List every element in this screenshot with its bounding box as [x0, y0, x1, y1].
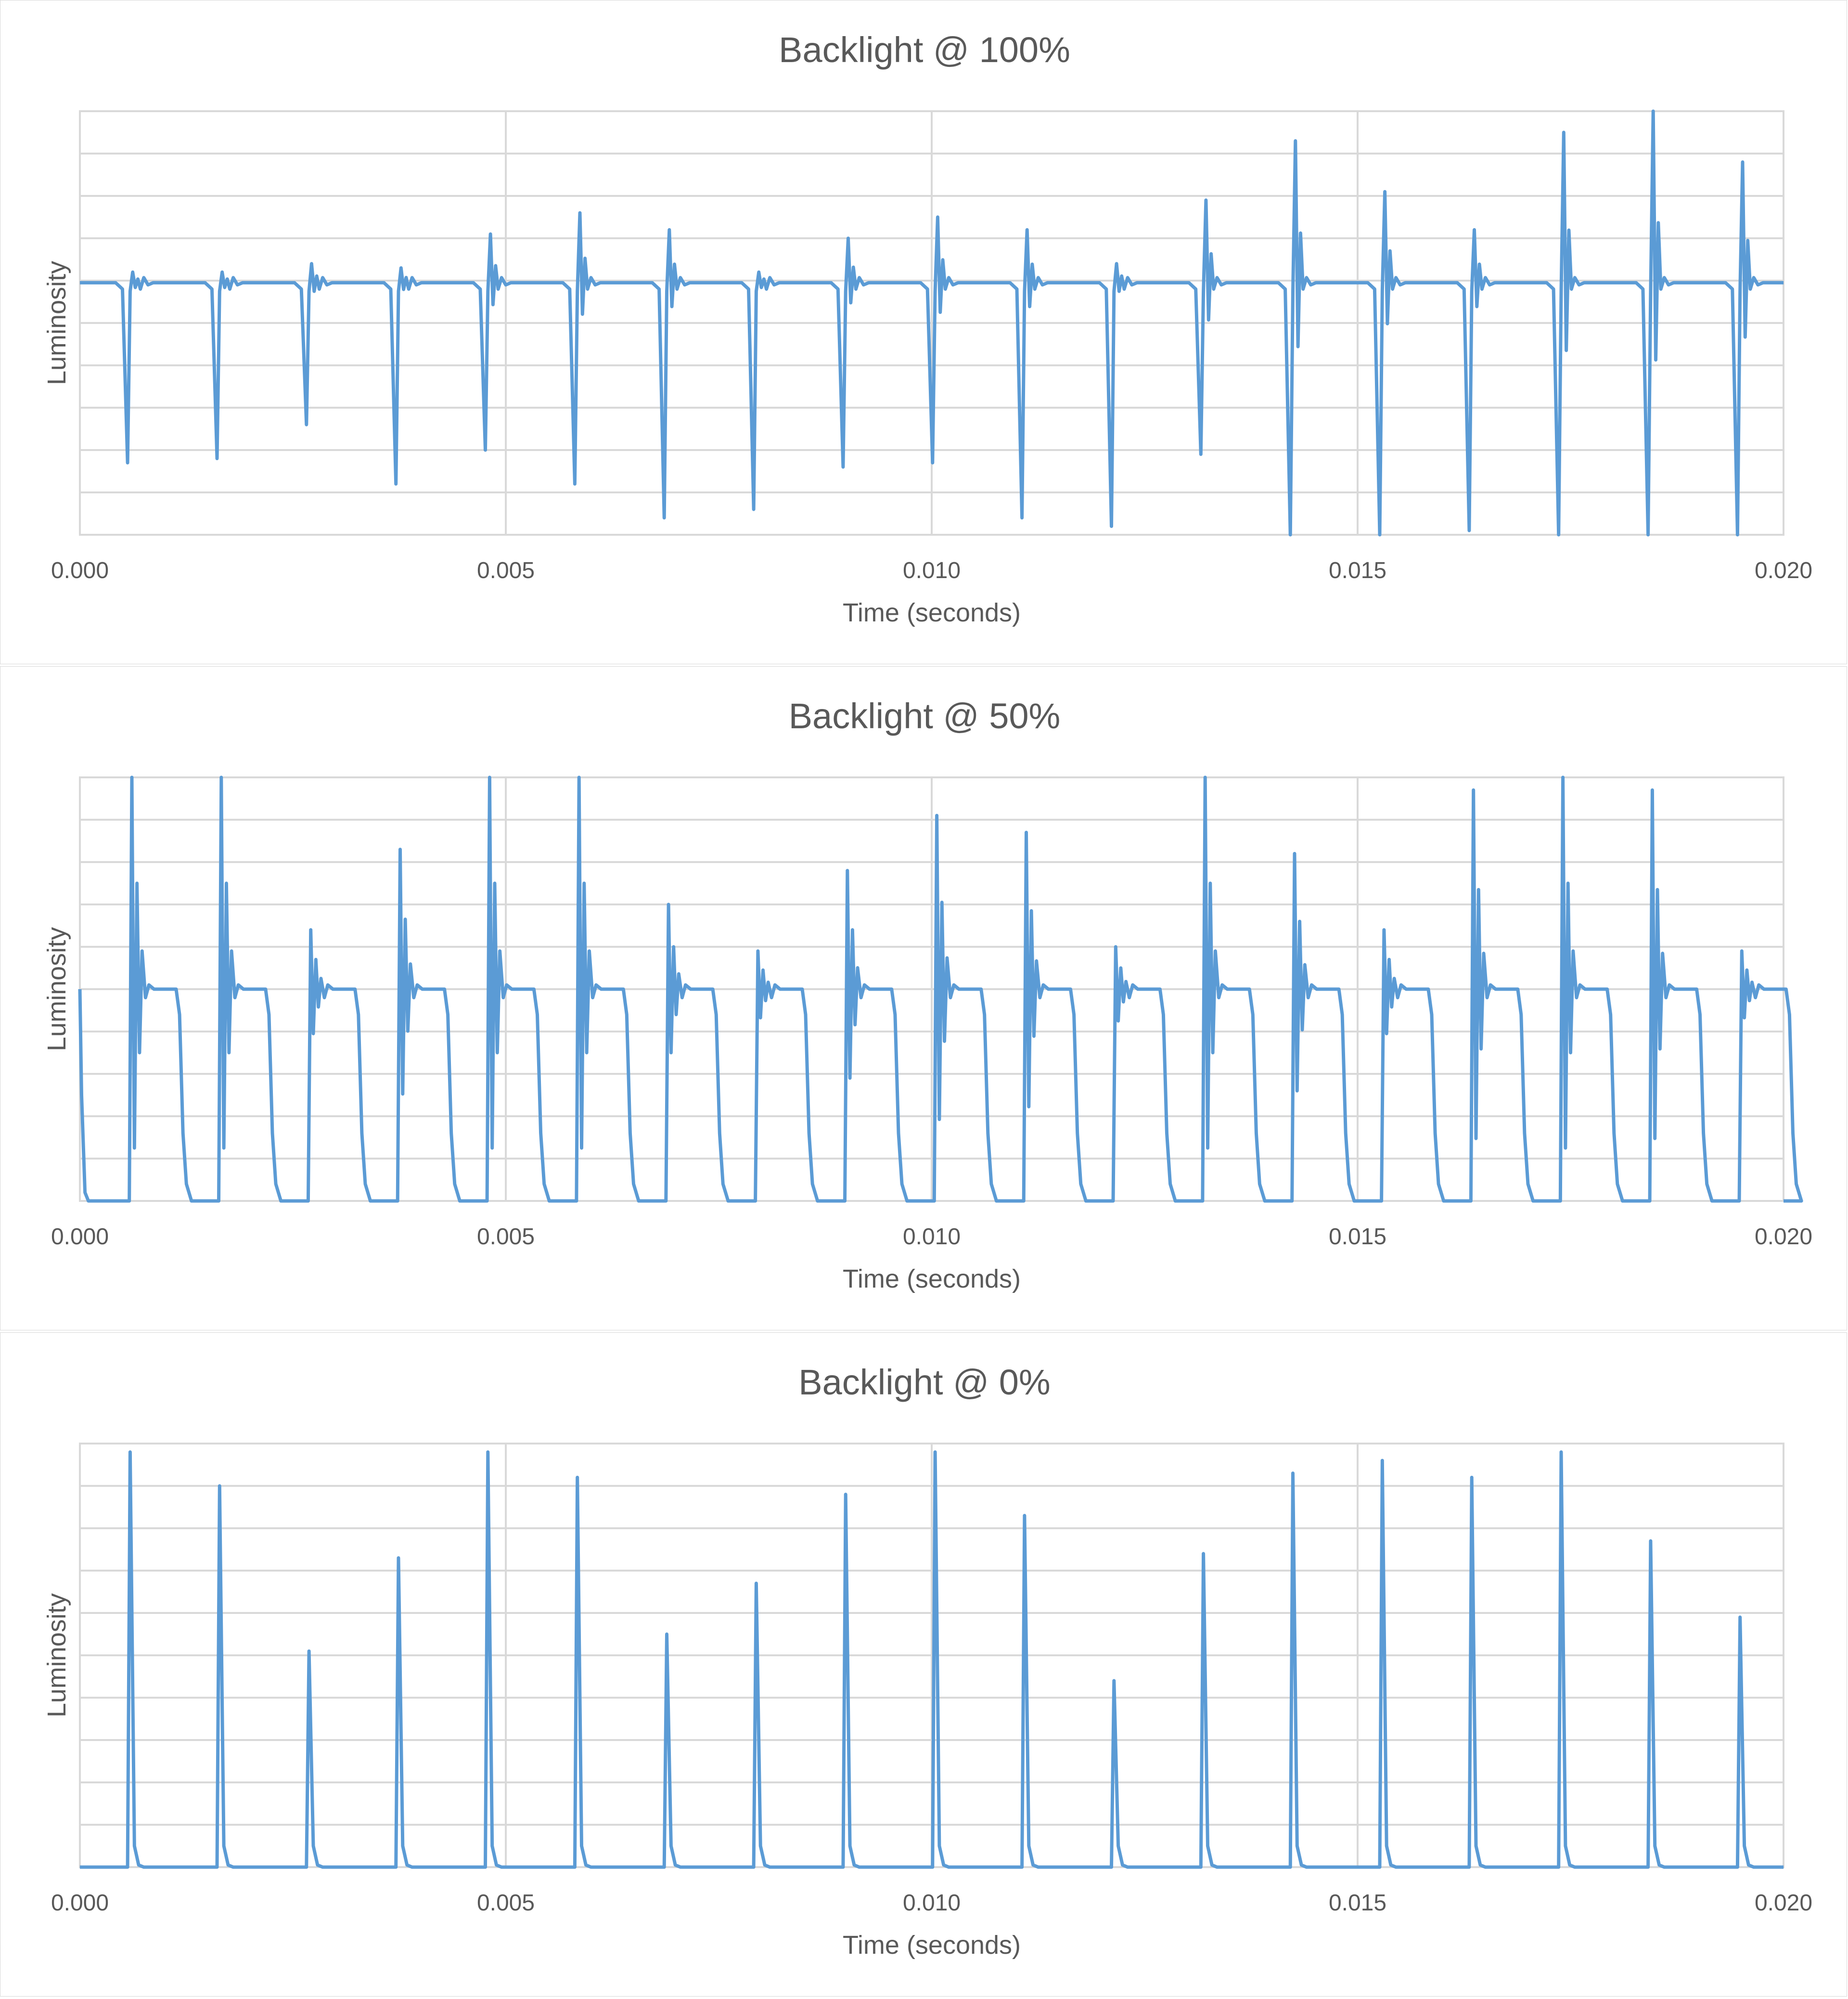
x-tick-label: 0.005: [477, 1224, 535, 1250]
chart-title: Backlight @ 0%: [798, 1362, 1050, 1402]
x-axis-label: Time (seconds): [843, 1264, 1021, 1293]
chart-panel-backlight-100: Backlight @ 100% 0.000 0.005 0.010 0.015…: [0, 0, 1847, 664]
x-tick-label: 0.005: [477, 1890, 535, 1916]
x-tick-label: 0.015: [1329, 558, 1386, 583]
x-tick-label: 0.020: [1755, 1890, 1812, 1916]
x-tick-label: 0.010: [903, 1224, 961, 1250]
x-tick-label: 0.005: [477, 558, 535, 583]
x-tick-label: 0.010: [903, 1890, 961, 1916]
x-axis-label: Time (seconds): [843, 598, 1021, 627]
chart-title: Backlight @ 50%: [789, 696, 1061, 736]
series-group: [80, 109, 1784, 537]
x-tick-labels: 0.000 0.005 0.010 0.015 0.020: [51, 558, 1812, 583]
x-tick-label: 0.000: [51, 1890, 109, 1916]
x-tick-label: 0.000: [51, 558, 109, 583]
x-tick-label: 0.020: [1755, 558, 1812, 583]
chart-panel-backlight-50: Backlight @ 50% 0.000 0.005 0.010 0.015 …: [0, 666, 1847, 1330]
x-tick-labels: 0.000 0.005 0.010 0.015 0.020: [51, 1890, 1812, 1916]
chart-title: Backlight @ 100%: [779, 30, 1070, 70]
chart-svg: Backlight @ 50% 0.000 0.005 0.010 0.015 …: [42, 696, 1812, 1293]
x-tick-label: 0.020: [1755, 1224, 1812, 1250]
grid: [80, 777, 1784, 1201]
series-line: [80, 109, 1784, 537]
chart-svg: Backlight @ 0% 0.000 0.005 0.010 0.015 0…: [42, 1362, 1812, 1960]
x-tick-labels: 0.000 0.005 0.010 0.015 0.020: [51, 1224, 1812, 1250]
y-axis-label: Luminosity: [42, 1593, 71, 1717]
y-axis-label: Luminosity: [42, 927, 71, 1051]
series-group: [78, 775, 1803, 1203]
x-tick-label: 0.015: [1329, 1890, 1386, 1916]
plot-area: [79, 110, 1784, 536]
chart-panel-backlight-0: Backlight @ 0% 0.000 0.005 0.010 0.015 0…: [0, 1332, 1847, 1997]
x-tick-label: 0.000: [51, 1224, 109, 1250]
x-tick-label: 0.015: [1329, 1224, 1386, 1250]
series-line: [80, 1450, 1784, 1869]
y-axis-label: Luminosity: [42, 261, 71, 385]
series-line: [78, 775, 1803, 1203]
series-group: [80, 1450, 1784, 1869]
x-axis-label: Time (seconds): [843, 1931, 1021, 1960]
grid: [80, 111, 1784, 535]
chart-svg: Backlight @ 100% 0.000 0.005 0.010 0.015…: [42, 30, 1812, 627]
x-tick-label: 0.010: [903, 558, 961, 583]
